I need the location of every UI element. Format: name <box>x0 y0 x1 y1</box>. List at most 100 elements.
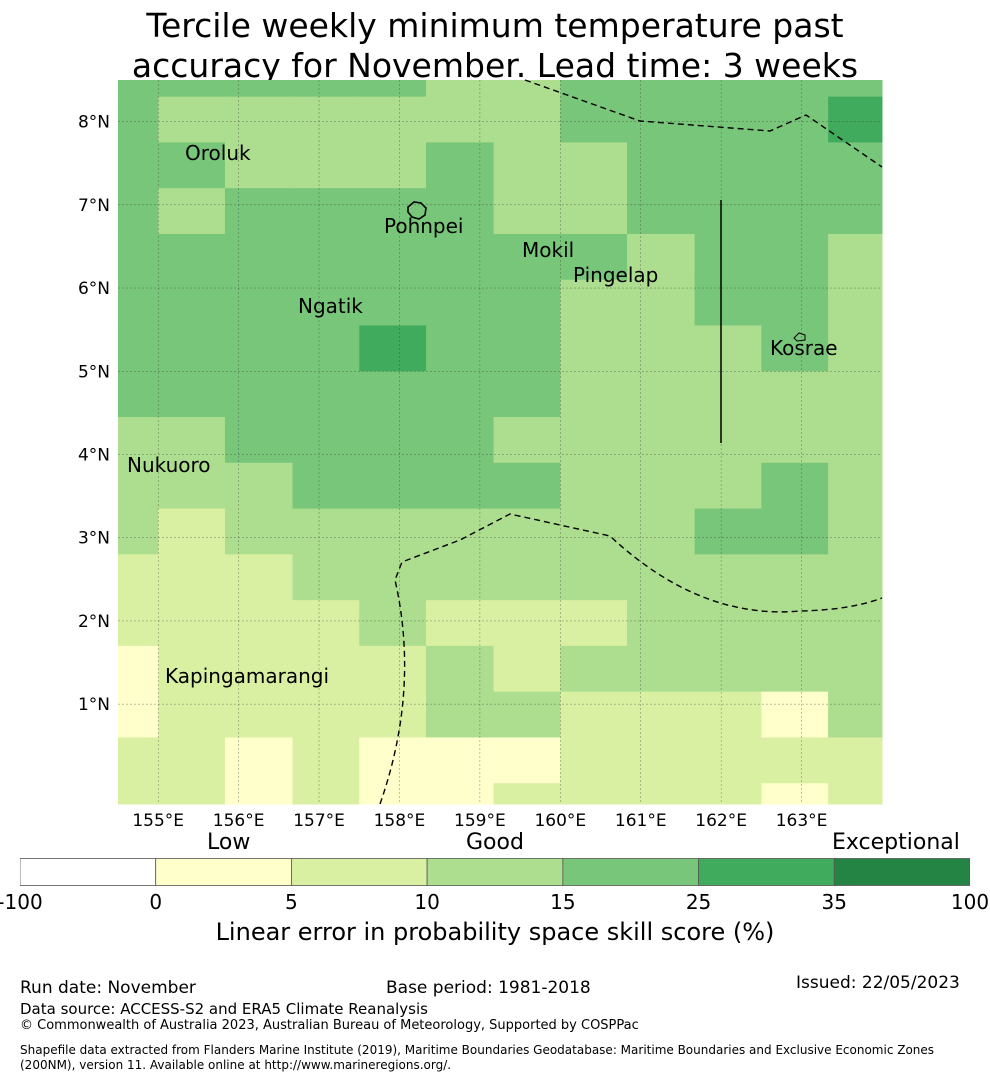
pohnpei-island-outline <box>407 201 427 220</box>
skill-cell <box>493 142 561 189</box>
skill-cell <box>224 325 294 372</box>
skill-cell <box>493 462 561 510</box>
skill-cell <box>118 645 159 693</box>
skill-cell <box>493 80 561 98</box>
lon-tick-label: 159°E <box>454 811 506 830</box>
skill-cell <box>694 737 762 784</box>
skill-cell <box>694 508 762 555</box>
skill-cell <box>694 80 762 98</box>
skill-cell <box>694 142 762 189</box>
skill-cell <box>761 142 829 189</box>
skill-cell <box>560 325 628 372</box>
colorbar-segment <box>562 858 699 886</box>
lat-tick-label: 4°N <box>78 445 110 465</box>
skill-cell <box>493 371 561 418</box>
skill-cell <box>493 645 561 693</box>
skill-cell <box>292 600 360 647</box>
skill-cell <box>359 80 427 98</box>
skill-cell <box>627 96 696 143</box>
skill-cell <box>359 371 427 418</box>
skill-cell <box>292 462 360 510</box>
skill-cell <box>426 737 495 784</box>
skill-cell <box>627 554 696 601</box>
lat-tick-label: 5°N <box>78 362 110 382</box>
colorbar-segment <box>426 858 564 886</box>
skill-cell <box>426 554 495 601</box>
skill-cell <box>359 600 427 647</box>
skill-cell <box>158 508 226 555</box>
skill-cell <box>493 737 561 784</box>
skill-cell <box>493 96 561 143</box>
skill-cell <box>118 142 159 189</box>
skill-cell <box>118 508 159 555</box>
skill-cell <box>292 371 360 418</box>
skill-cell <box>560 508 628 555</box>
colorbar-tick-label: -100 <box>0 890 43 914</box>
islands <box>407 201 806 342</box>
skill-cell <box>224 279 294 326</box>
skill-cell <box>158 142 226 189</box>
colorbar <box>20 858 970 886</box>
skill-cell <box>158 279 226 326</box>
skill-cell <box>224 462 294 510</box>
skill-cell <box>426 80 495 98</box>
lon-tick-label: 161°E <box>615 811 667 830</box>
skill-cell <box>627 371 696 418</box>
skill-cell <box>761 279 829 326</box>
skill-cell <box>224 233 294 281</box>
skill-cell <box>426 142 495 189</box>
lat-tick-label: 2°N <box>78 612 110 632</box>
skill-cell <box>560 417 628 464</box>
skill-cell <box>694 645 762 693</box>
skill-cell <box>426 371 495 418</box>
place-label-mokil: Mokil <box>522 238 574 262</box>
skill-cell <box>493 188 561 235</box>
skill-cell <box>627 188 696 235</box>
place-label-pingelap: Pingelap <box>573 263 658 287</box>
skill-cell <box>158 233 226 281</box>
skill-cell <box>694 600 762 647</box>
skill-cell <box>292 508 360 555</box>
skill-cell <box>158 188 226 235</box>
colorbar-segment <box>698 858 835 886</box>
colorbar-tick-label: 35 <box>821 890 848 914</box>
skill-cell <box>426 96 495 143</box>
skill-cell <box>118 600 159 647</box>
skill-cell <box>426 417 495 464</box>
skill-cell <box>426 508 495 555</box>
skill-cell <box>761 325 829 372</box>
lon-tick-label: 162°E <box>695 811 747 830</box>
skill-cell <box>560 600 628 647</box>
colorbar-segment <box>20 858 157 886</box>
skill-cell <box>118 462 159 510</box>
skill-cell <box>158 691 226 738</box>
skill-cell <box>828 325 883 372</box>
skill-cell <box>761 233 829 281</box>
skill-cell <box>761 371 829 418</box>
skill-cell <box>359 462 427 510</box>
category-good-label: Good <box>466 830 524 855</box>
skill-cell <box>292 783 360 805</box>
place-label-ngatik: Ngatik <box>298 294 363 318</box>
skill-cell <box>224 554 294 601</box>
skill-cell <box>828 462 883 510</box>
skill-cell <box>359 783 427 805</box>
lat-tick-label: 8°N <box>78 113 110 133</box>
skill-cell <box>627 325 696 372</box>
lon-tick-label: 155°E <box>132 811 184 830</box>
skill-cell <box>694 325 762 372</box>
skill-cell <box>426 462 495 510</box>
lat-tick-label: 3°N <box>78 529 110 549</box>
lon-tick-label: 163°E <box>776 811 828 830</box>
skill-cell <box>828 737 883 784</box>
skill-cell <box>118 188 159 235</box>
skill-cell <box>694 554 762 601</box>
colorbar-segment <box>155 858 292 886</box>
skill-cell <box>224 600 294 647</box>
skill-cell <box>493 233 561 281</box>
skill-cell <box>560 233 628 281</box>
skill-cell <box>118 554 159 601</box>
skill-cell <box>761 600 829 647</box>
skill-cell <box>158 645 226 693</box>
